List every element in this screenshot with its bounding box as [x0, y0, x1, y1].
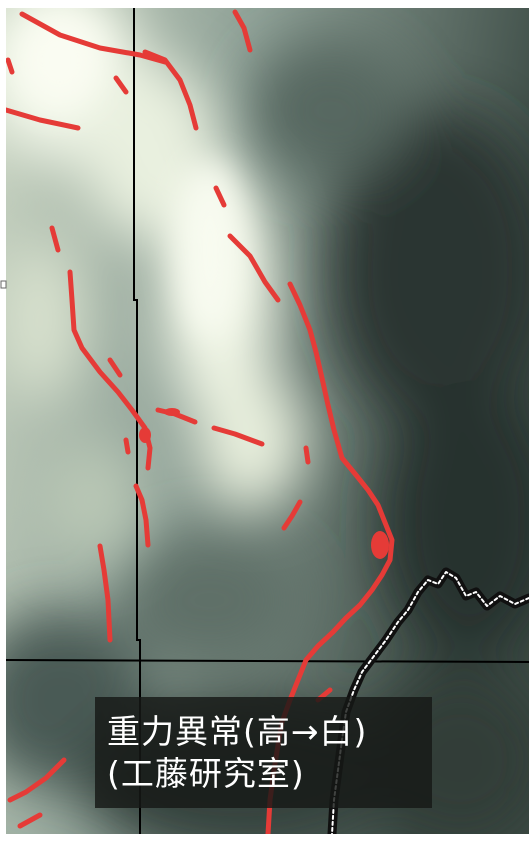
- map-caption: 重力異常(高→白) (工藤研究室): [95, 697, 432, 808]
- caption-line-1: 重力異常(高→白): [107, 712, 368, 751]
- edge-marker: [0, 280, 7, 289]
- grid-lines: [6, 8, 529, 834]
- caption-line-2: (工藤研究室): [107, 754, 305, 793]
